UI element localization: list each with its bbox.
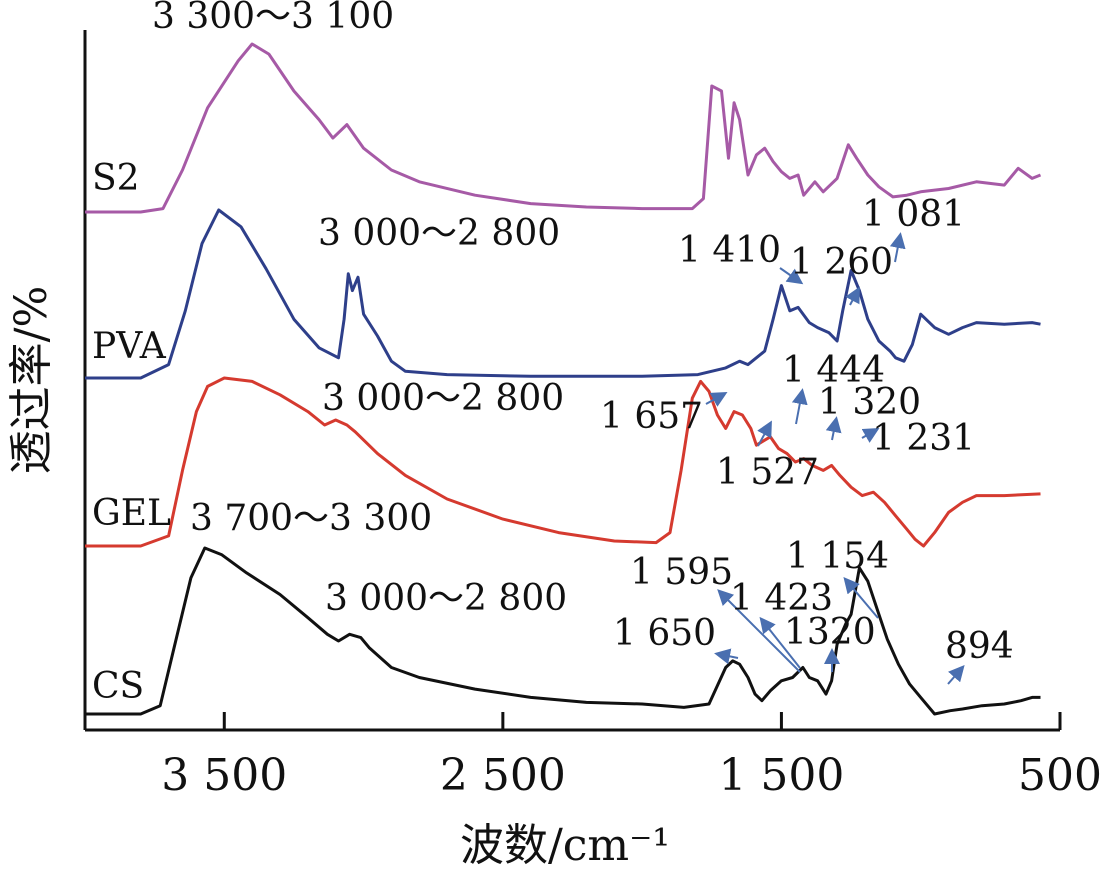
annotation-arrow xyxy=(843,576,879,619)
peak-annotation: 3 000～2 800 xyxy=(325,578,567,619)
annotation-arrow xyxy=(757,420,772,447)
x-tick-label: 2 500 xyxy=(440,750,566,801)
annotation-arrow xyxy=(861,428,880,443)
x-tick-label: 3 500 xyxy=(161,750,287,801)
annotation-arrow xyxy=(759,616,801,669)
series-label: PVA xyxy=(92,326,167,367)
peak-annotation: 1 423 xyxy=(730,578,833,619)
series-label: CS xyxy=(92,666,144,707)
x-tick-label: 1 500 xyxy=(718,750,844,801)
peak-annotation: 1 527 xyxy=(716,452,819,493)
peak-annotation: 3 000～2 800 xyxy=(318,213,560,254)
peak-annotation: 3 300～3 100 xyxy=(152,0,394,37)
peak-annotation: 1 444 xyxy=(782,350,885,391)
annotation-arrow xyxy=(825,416,842,441)
series-line-s2 xyxy=(85,42,1042,214)
x-tick-label: 500 xyxy=(1018,750,1102,801)
peak-annotation: 3 000～2 800 xyxy=(322,378,564,419)
peak-annotation: 1 231 xyxy=(872,418,975,459)
annotation-arrow xyxy=(791,388,808,425)
annotation-arrow xyxy=(705,392,728,407)
annotation-arrow xyxy=(779,267,804,285)
peak-annotation: 1320 xyxy=(784,612,876,653)
peak-annotation: 1 260 xyxy=(790,242,893,283)
annotation-arrow xyxy=(947,664,965,685)
x-axis-title: 波数/cm⁻¹ xyxy=(460,820,670,871)
peak-annotation: 1 595 xyxy=(630,552,733,593)
series-line-gel xyxy=(85,376,1041,548)
y-axis-title: 透过率/% xyxy=(6,286,57,475)
series-line-pva xyxy=(85,208,1041,380)
annotation-arrow xyxy=(714,648,739,665)
series-label: S2 xyxy=(92,158,140,199)
annotation-arrow xyxy=(889,232,906,263)
series-label: GEL xyxy=(92,493,171,534)
peak-annotation: 1 154 xyxy=(786,536,889,577)
peak-annotation: 1 410 xyxy=(678,230,781,271)
series-line-cs xyxy=(85,546,1041,716)
peak-annotation: 1 081 xyxy=(862,194,965,235)
peak-annotation: 3 700～3 300 xyxy=(190,498,432,539)
peak-annotation: 894 xyxy=(945,626,1014,667)
peak-annotation: 1 320 xyxy=(818,382,921,423)
annotation-arrow xyxy=(845,286,860,306)
peak-annotation: 1 650 xyxy=(613,613,716,654)
peak-annotation: 1 657 xyxy=(600,396,703,437)
